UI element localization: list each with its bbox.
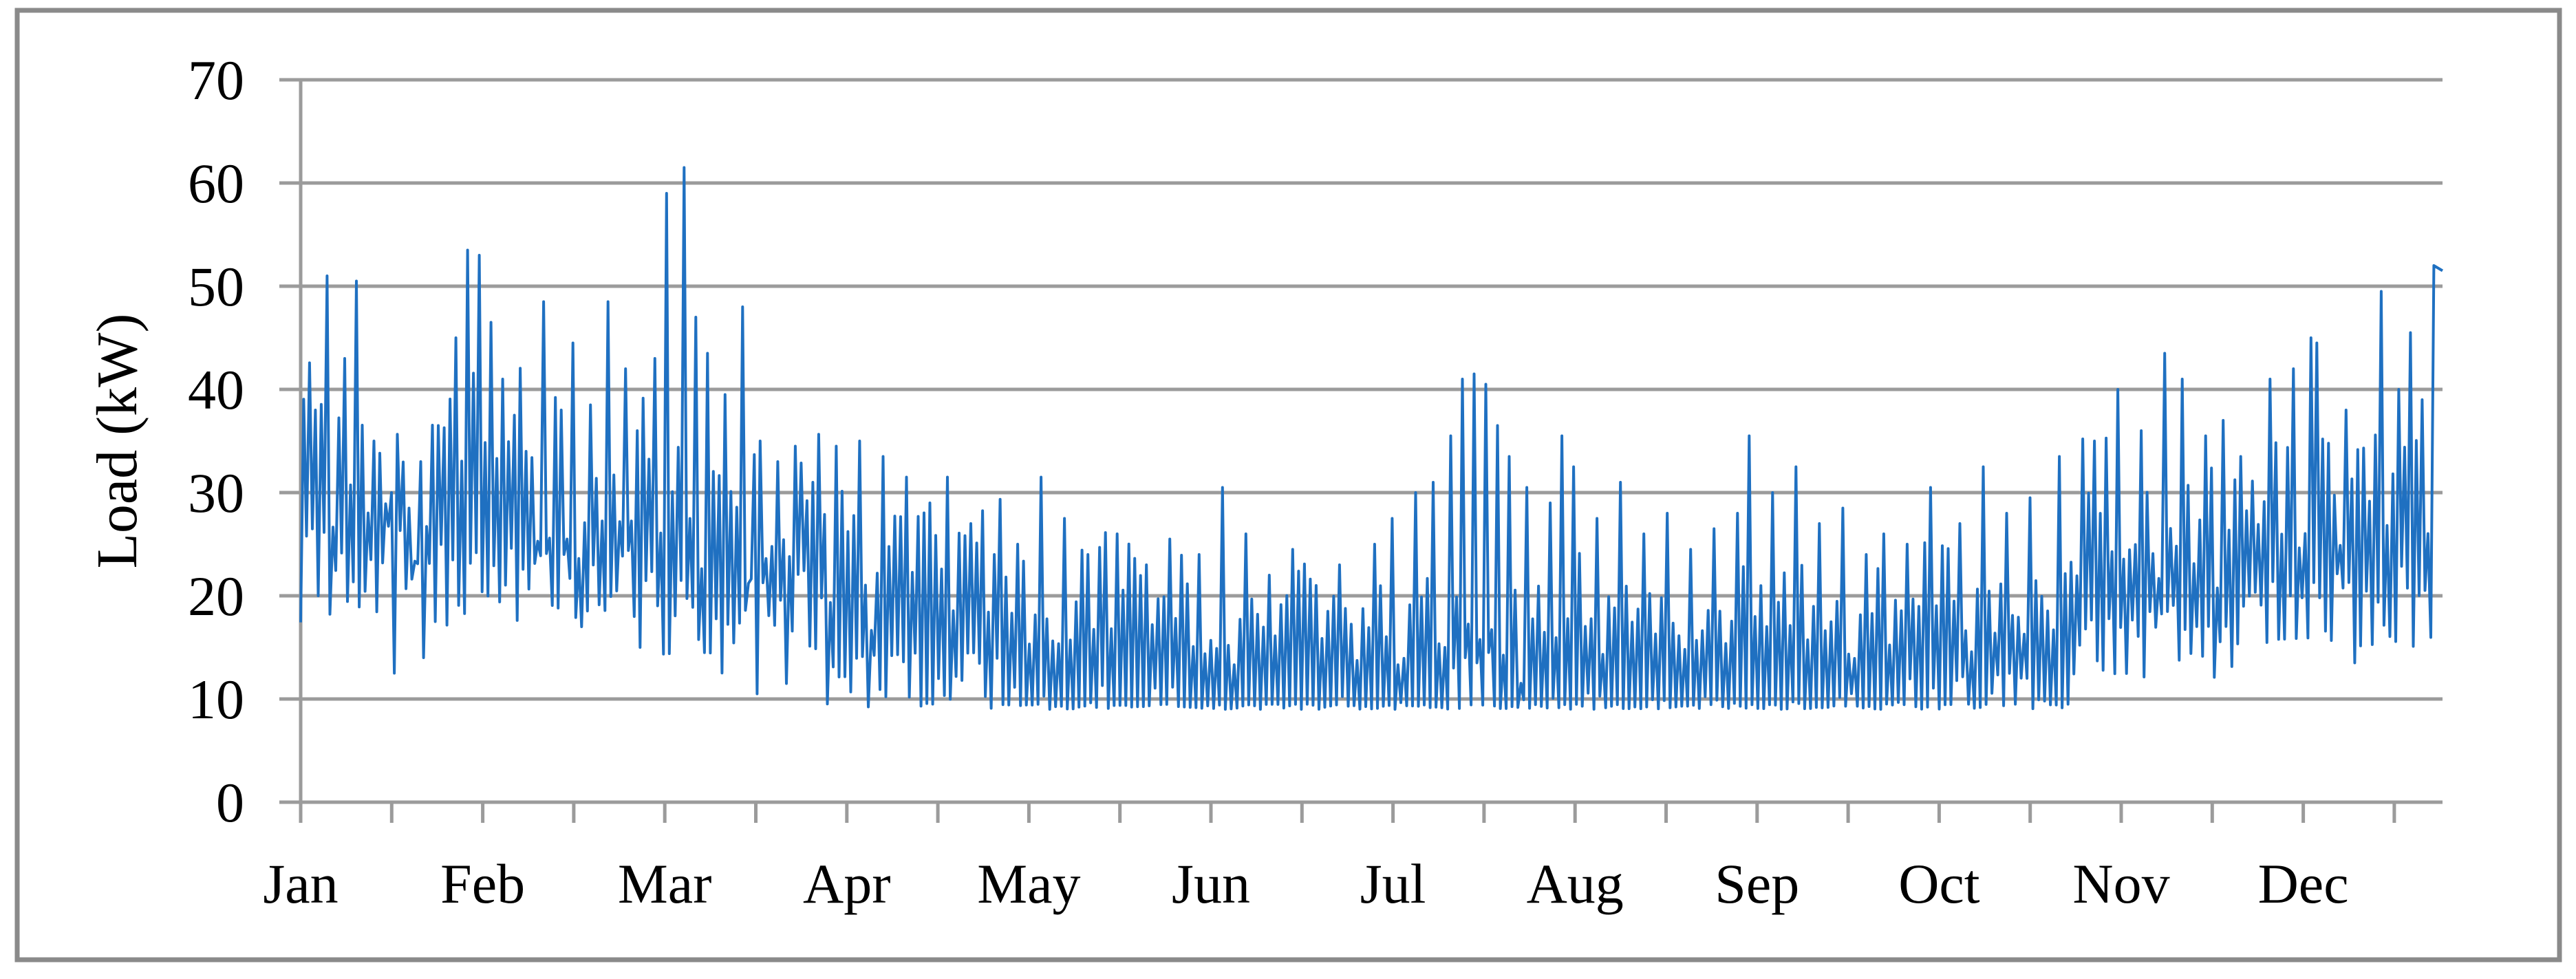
x-axis-ticks <box>299 802 2396 823</box>
y-tick-label: 30 <box>188 462 244 524</box>
x-axis-month-labels: Jan Feb Mar Apr May Jun Jul Aug Sep Oct Nov Dec <box>263 852 2348 915</box>
y-tick-label: 20 <box>188 565 244 627</box>
month-label: Aug <box>1527 852 1624 915</box>
month-label: Jul <box>1360 852 1426 915</box>
y-tick-label: 50 <box>188 255 244 318</box>
y-tick-label: 60 <box>188 152 244 215</box>
month-label: Dec <box>2258 852 2349 915</box>
y-axis-title: Load (kW) <box>85 314 149 569</box>
figure-border <box>14 8 2562 962</box>
month-label: May <box>977 852 1080 915</box>
month-label: Nov <box>2072 852 2169 915</box>
y-tick-label: 10 <box>188 668 244 731</box>
month-label: Jun <box>1172 852 1250 915</box>
y-tick-label: 0 <box>216 771 244 834</box>
month-label: Jan <box>263 852 338 915</box>
y-tick-label: 40 <box>188 358 244 421</box>
y-tick-label: 70 <box>188 49 244 111</box>
month-label: Mar <box>618 852 712 915</box>
y-axis-tick-labels: 0 10 20 30 40 50 60 70 <box>188 49 244 834</box>
month-label: Apr <box>803 852 891 915</box>
month-label: Feb <box>440 852 525 915</box>
month-label: Oct <box>1898 852 1980 915</box>
month-label: Sep <box>1715 852 1799 915</box>
load-series-line <box>299 166 2444 711</box>
